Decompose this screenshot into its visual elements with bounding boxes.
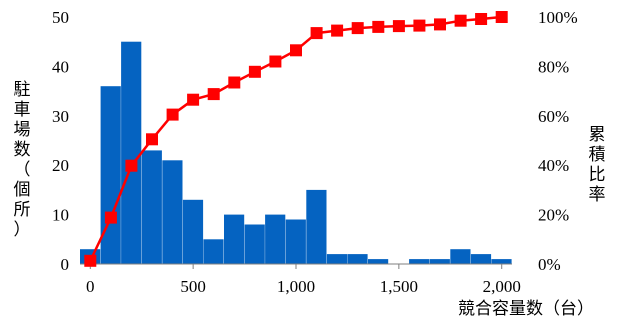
bar xyxy=(265,214,286,264)
line-point xyxy=(248,65,261,78)
line-point xyxy=(104,211,117,224)
line-point xyxy=(290,44,302,57)
bar xyxy=(244,224,265,264)
line-point xyxy=(495,11,508,23)
line-point xyxy=(166,108,179,121)
y2-tick-label: 80% xyxy=(538,57,569,76)
line-point xyxy=(84,254,97,267)
y2-tick-label: 60% xyxy=(538,107,569,126)
y2-tick-label: 0% xyxy=(538,255,561,274)
bar xyxy=(491,259,512,264)
bar xyxy=(429,259,450,264)
line-point xyxy=(413,19,426,32)
y2-tick-label: 40% xyxy=(538,156,569,175)
line-point xyxy=(228,76,241,89)
bar xyxy=(368,259,389,264)
y-tick-label: 30 xyxy=(52,107,69,126)
x-axis-title: 競合容量数（台） xyxy=(458,299,594,319)
line-point xyxy=(434,18,446,31)
y-tick-label: 50 xyxy=(52,8,69,27)
line-point xyxy=(475,13,488,25)
x-tick-label: 500 xyxy=(180,277,206,296)
line-point xyxy=(187,93,200,106)
bar xyxy=(326,254,348,264)
y2-tick-label: 100% xyxy=(538,8,578,27)
x-tick-label: 2,000 xyxy=(483,277,521,296)
cumulative-line-series xyxy=(84,11,508,267)
bar xyxy=(409,259,430,264)
x-tick-label: 0 xyxy=(86,277,95,296)
bar xyxy=(203,239,224,264)
bar xyxy=(182,199,204,264)
y-tick-label: 0 xyxy=(61,255,70,274)
bar xyxy=(306,189,327,264)
bar xyxy=(347,254,368,264)
line-point xyxy=(392,20,405,33)
line-point xyxy=(269,55,282,68)
y2-tick-label: 20% xyxy=(538,206,569,225)
line-point xyxy=(125,159,138,172)
line-point xyxy=(454,14,467,27)
line-point xyxy=(372,20,385,33)
x-tick-label: 1,000 xyxy=(277,277,315,296)
line-point xyxy=(207,88,220,101)
y-ticks: 0 10 20 30 40 50 xyxy=(52,8,69,274)
bar xyxy=(121,41,142,265)
bar xyxy=(450,249,471,264)
y-tick-label: 20 xyxy=(52,156,69,175)
bar xyxy=(285,219,306,264)
bar xyxy=(141,150,162,264)
y-axis-title: 駐車場数（個所） xyxy=(14,80,31,240)
line-point xyxy=(146,133,158,146)
bar xyxy=(224,214,245,264)
bar xyxy=(162,160,183,264)
line-point xyxy=(351,22,364,35)
y-tick-label: 40 xyxy=(52,57,69,76)
y-tick-label: 10 xyxy=(52,206,69,225)
bar xyxy=(470,254,492,264)
line-point xyxy=(310,27,323,40)
bar-series xyxy=(80,41,512,265)
x-tick-label: 1,500 xyxy=(380,277,418,296)
y2-ticks: 0% 20% 40% 60% 80% 100% xyxy=(538,8,578,274)
line-point xyxy=(331,24,344,37)
y2-axis-title: 累積比率 xyxy=(589,125,606,205)
x-ticks: 0 500 1,000 1,500 2,000 xyxy=(86,264,521,296)
bar xyxy=(100,86,121,264)
